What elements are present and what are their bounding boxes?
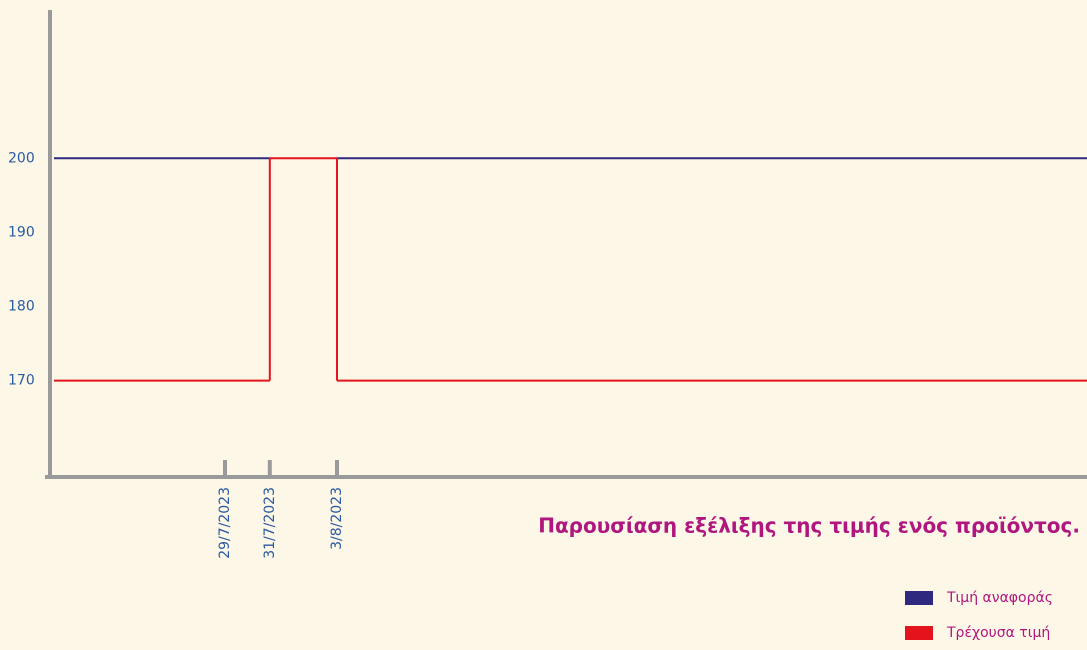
x-tick-label: 31/7/2023 <box>262 487 278 559</box>
legend-label: Τρέχουσα τιμή <box>946 625 1050 641</box>
y-tick-label: 180 <box>8 299 35 315</box>
y-tick-label: 200 <box>8 150 35 166</box>
y-tick-label: 170 <box>8 373 35 389</box>
x-tick-label: 29/7/2023 <box>217 487 233 559</box>
x-tick-label: 3/8/2023 <box>329 487 345 550</box>
chart-title: Παρουσίαση εξέλιξης της τιμής ενός προϊό… <box>538 514 1080 538</box>
y-tick-label: 190 <box>8 224 35 240</box>
legend-label: Τιμή αναφοράς <box>946 590 1053 606</box>
legend-swatch <box>905 626 933 640</box>
legend-swatch <box>905 591 933 605</box>
